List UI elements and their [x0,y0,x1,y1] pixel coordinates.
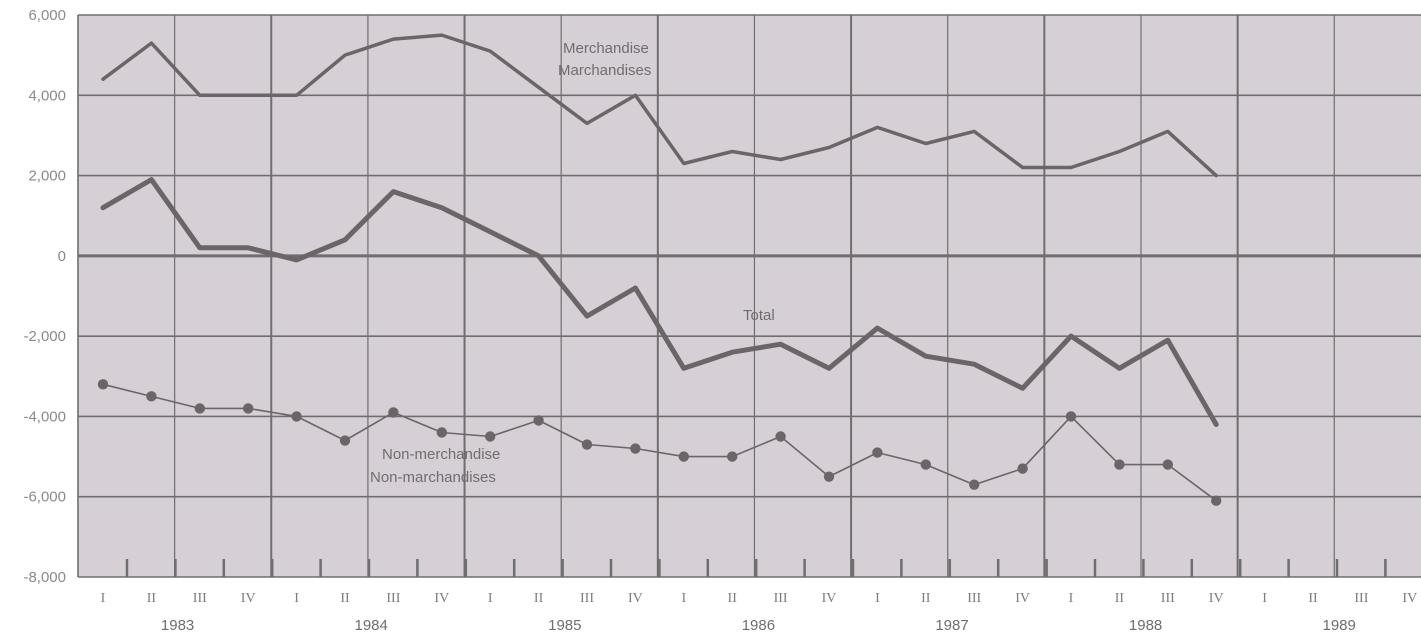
x-quarter-label: IV [434,591,449,606]
x-quarter-label: IV [1402,591,1417,606]
series-lines [97,33,1222,506]
x-quarter-label: I [294,591,299,606]
non-merchandise-point [581,439,593,450]
x-quarter-label: II [534,591,544,606]
x-quarter-label: IV [241,591,256,606]
non-merchandise-point [533,415,544,426]
x-quarter-label: IV [1209,591,1224,606]
x-quarter-label: I [101,591,106,606]
x-quarter-label: III [193,591,207,606]
non-merchandise-line [102,383,1217,502]
non-merchandise-point [436,427,447,438]
x-quarter-label: II [1308,591,1318,606]
x-year-label: 1986 [742,617,775,634]
x-quarter-label: IV [1015,591,1030,606]
x-quarter-label: II [728,591,738,606]
non-merchandise-point [920,459,931,470]
x-quarter-label: I [1069,591,1074,606]
x-quarter-label: III [580,591,594,606]
non-merchandise-point [969,479,980,490]
annotation-total: Total [743,307,775,324]
total-line [100,177,1219,427]
x-year-label: 1989 [1323,617,1356,634]
y-tick-label: 6,000 [28,7,66,24]
non-merchandise-point [872,447,883,458]
annotation-merchandise: Merchandise [563,40,649,57]
y-tick-label: -4,000 [23,408,66,425]
y-tick-label: 0 [58,248,66,265]
non-merchandise-point [1114,459,1125,470]
y-axis-ticks: 6,000 4,000 2,000 0 -2,000 -4,000 -6,000 -8,000 [23,7,66,586]
annotation-non-marchandises: Non-marchandises [370,469,496,486]
non-merchandise-point [291,411,302,422]
y-tick-label: -8,000 [23,569,66,586]
annotation-non-merchandise: Non-merchandise [382,446,500,463]
x-quarter-label: I [1262,591,1267,606]
plot-area [78,15,1421,577]
non-merchandise-point [388,407,399,418]
non-merchandise-point [823,471,835,482]
annotation-marchandises: Marchandises [558,62,651,79]
merchandise-line [101,33,1218,178]
non-merchandise-point [775,431,786,442]
x-quarter-label: I [875,591,880,606]
x-quarter-label: III [1161,591,1175,606]
x-year-label: 1988 [1129,617,1162,634]
gridlines [77,14,1421,578]
y-tick-label: 2,000 [28,168,66,185]
non-merchandise-point [339,435,351,446]
x-year-label: 1987 [935,617,968,634]
non-merchandise-point [727,451,738,462]
y-tick-label: -6,000 [23,489,66,506]
x-quarter-label: III [967,591,981,606]
x-quarter-label: II [340,591,350,606]
non-merchandise-point [243,403,254,414]
non-merchandise-point [485,431,496,442]
x-quarter-label: IV [822,591,837,606]
non-merchandise-point [678,451,689,462]
x-quarter-label: III [774,591,788,606]
x-quarter-label: IV [628,591,643,606]
non-merchandise-point [630,443,641,454]
x-axis-ticks: I II III IV I II III IV I II III IV I II III IV I II III IV… [101,559,1417,634]
x-year-label: 1984 [355,617,388,634]
x-year-label: 1985 [548,617,581,634]
x-quarter-label: I [681,591,686,606]
x-quarter-label: III [386,591,400,606]
non-merchandise-point [1162,459,1174,470]
non-merchandise-point [1017,463,1028,474]
non-merchandise-point [1211,495,1222,506]
x-quarter-label: III [1354,591,1368,606]
y-tick-label: 4,000 [28,87,66,104]
y-tick-label: -2,000 [23,328,66,345]
annotations: Merchandise Marchandises Total Non-merch… [370,40,775,486]
non-merchandise-point [194,403,205,414]
x-year-label: 1983 [161,617,194,634]
x-quarter-label: II [147,591,157,606]
x-quarter-label: II [1115,591,1125,606]
non-merchandise-point [1065,411,1077,422]
non-merchandise-point [97,379,109,390]
x-quarter-label: I [488,591,493,606]
non-merchandise-point [146,391,157,402]
x-quarter-label: II [921,591,931,606]
